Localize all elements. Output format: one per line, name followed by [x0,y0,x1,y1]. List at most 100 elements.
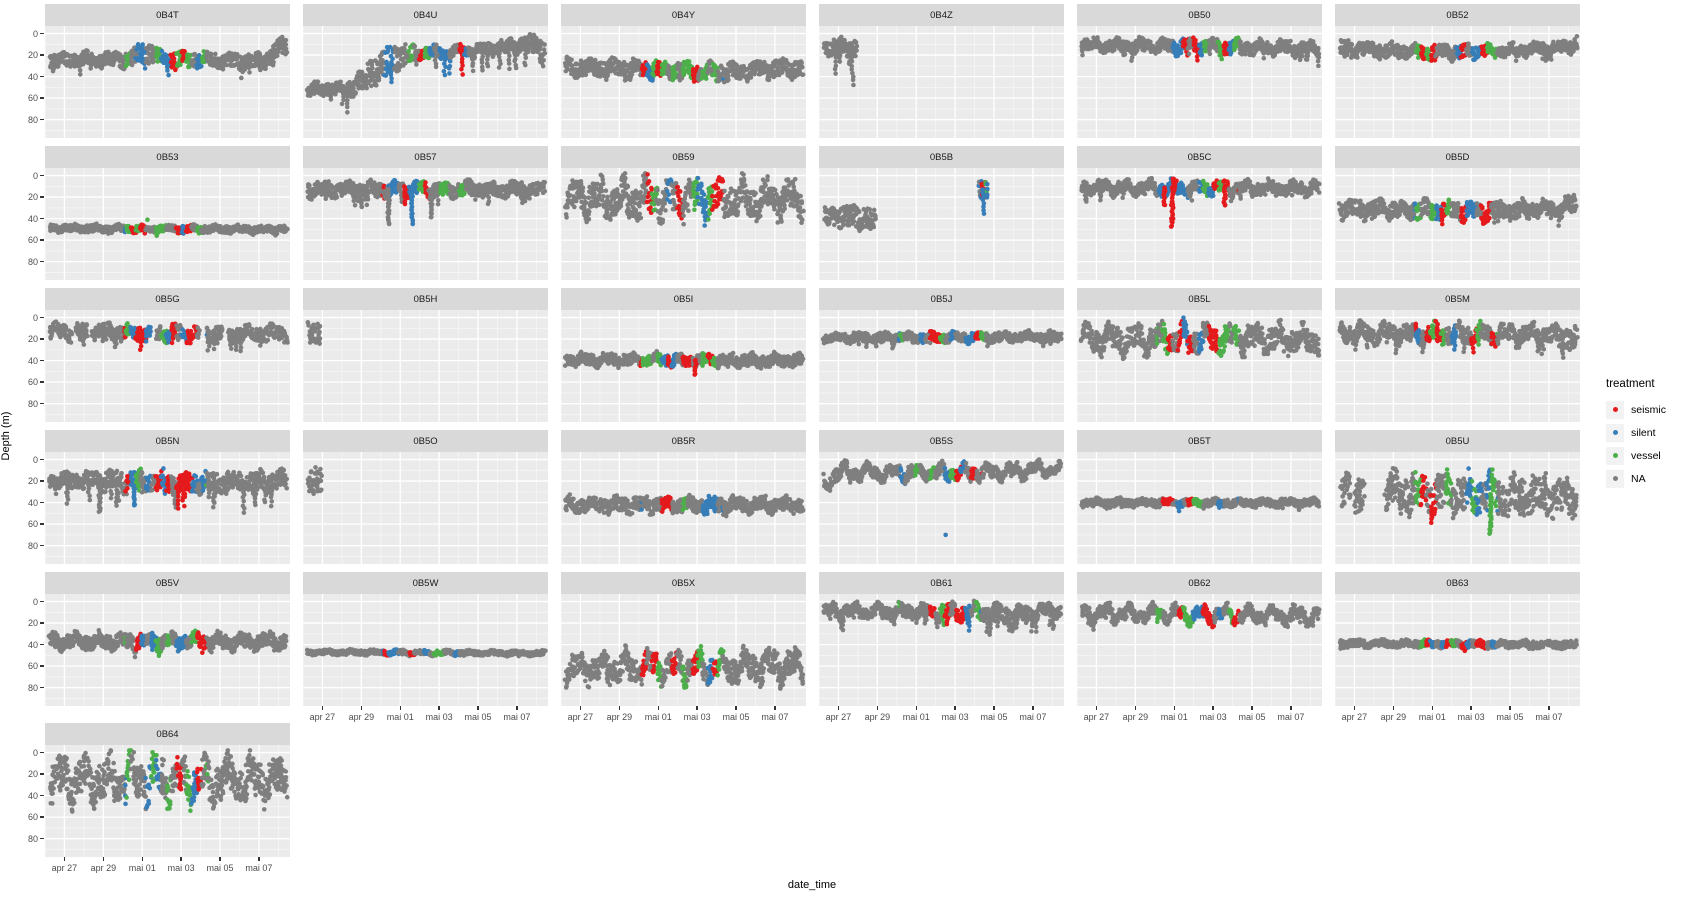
facet-strip-label: 0B57 [303,146,548,168]
facet-panel: 0B4U [303,4,548,138]
facet-plot-canvas [819,452,1064,564]
y-tick-mark [40,794,44,797]
facet-panel: 0B5C [1077,146,1322,280]
facet-plot-canvas [819,26,1064,138]
facet-panel: 0B53 [45,146,290,280]
facet-panel: 0B5M [1335,288,1580,422]
facet-panel: 0B5B [819,146,1064,280]
y-tick-label: 20 [27,476,38,487]
x-tick-label: mai 05 [206,863,234,873]
facet-strip-label: 0B5B [819,146,1064,168]
x-tick-label: mai 03 [1199,712,1227,722]
y-tick-mark [40,217,44,220]
y-tick-label: 0 [32,28,38,39]
facet-plot-canvas [1077,168,1322,280]
y-tick-label: 0 [32,596,38,607]
legend: treatment seismic silent vessel NA [1606,378,1666,490]
x-tick-mark [477,706,479,710]
x-tick-label: mai 01 [1418,712,1446,722]
y-tick-label: 60 [27,235,38,246]
x-tick-mark [1392,706,1395,710]
facet-panel: 0B5O [303,430,548,564]
x-tick-mark [915,706,917,710]
facet-plot-canvas [1077,26,1322,138]
x-tick-mark [1431,706,1433,710]
facet-panel: 0B5N [45,430,290,564]
facet-plot-canvas [303,594,548,706]
facet-plot-canvas [303,452,548,564]
x-tick-mark [1032,706,1034,710]
x-tick-label: apr 29 [864,712,891,722]
x-tick-label: apr 27 [1341,712,1368,722]
facet-panel: 0B4Z [819,4,1064,138]
y-tick-mark [40,600,44,603]
facet-strip-label: 0B5N [45,430,290,452]
x-axis-title: date_time [787,879,837,891]
x-tick-mark [1353,706,1356,710]
facet-panel: 0B5R [561,430,806,564]
x-tick-label: mai 07 [1019,712,1047,722]
y-tick-label: 60 [27,93,38,104]
y-tick-mark [40,381,44,383]
facet-plot-canvas [45,310,290,422]
facet-plot-canvas [1335,452,1580,564]
x-tick-label: mai 03 [425,712,453,722]
y-tick-mark [40,338,44,340]
x-tick-label: mai 01 [1160,712,1188,722]
facet-panel: 0B50 [1077,4,1322,138]
facet-plot-canvas [1335,594,1580,706]
facet-strip-label: 0B5U [1335,430,1580,452]
facet-strip-label: 0B62 [1077,572,1322,594]
x-tick-label: mai 05 [1238,712,1266,722]
y-tick-label: 20 [27,50,38,61]
x-tick-mark [1173,706,1175,710]
x-tick-mark [1251,706,1253,710]
x-tick-label: apr 27 [567,712,594,722]
facet-strip-label: 0B5W [303,572,548,594]
y-tick-mark [40,174,44,177]
y-tick-label: 80 [27,398,38,409]
y-tick-label: 40 [27,639,38,650]
y-tick-label: 80 [27,682,38,693]
y-tick-mark [40,816,44,818]
y-tick-mark [40,544,44,547]
y-tick-mark [40,316,44,319]
y-tick-label: 20 [27,618,38,629]
facet-plot-canvas [561,26,806,138]
facet-plot-canvas [1077,594,1322,706]
x-tick-mark [180,857,182,861]
y-tick-mark [40,359,44,362]
x-tick-mark [516,706,518,710]
x-tick-mark [1095,706,1098,710]
y-tick-label: 40 [27,355,38,366]
facet-plot-canvas [561,594,806,706]
x-tick-mark [618,706,621,710]
y-tick-mark [40,260,44,263]
x-tick-label: mai 03 [167,863,195,873]
y-tick-mark [40,196,44,198]
facet-strip-label: 0B61 [819,572,1064,594]
legend-item: vessel [1606,444,1666,467]
facet-plot-canvas [45,745,290,857]
legend-dot-icon [1612,407,1618,412]
legend-item-label: seismic [1631,403,1667,416]
y-tick-label: 40 [27,71,38,82]
x-tick-mark [360,706,363,710]
y-tick-mark [40,622,44,624]
x-tick-mark [876,706,879,710]
x-tick-label: mai 07 [1535,712,1563,722]
facet-panel: 0B61 [819,572,1064,706]
x-tick-mark [219,857,221,861]
facet-plot-canvas [45,594,290,706]
x-tick-label: apr 27 [825,712,852,722]
x-tick-label: mai 05 [980,712,1008,722]
facet-panel: 0B5D [1335,146,1580,280]
facet-panel: 0B4T [45,4,290,138]
x-tick-mark [438,706,440,710]
facet-plot-canvas [1077,452,1322,564]
y-tick-mark [40,97,44,99]
facet-plot-canvas [303,26,548,138]
facet-strip-label: 0B53 [45,146,290,168]
facet-panel: 0B62 [1077,572,1322,706]
facet-strip-label: 0B4U [303,4,548,26]
